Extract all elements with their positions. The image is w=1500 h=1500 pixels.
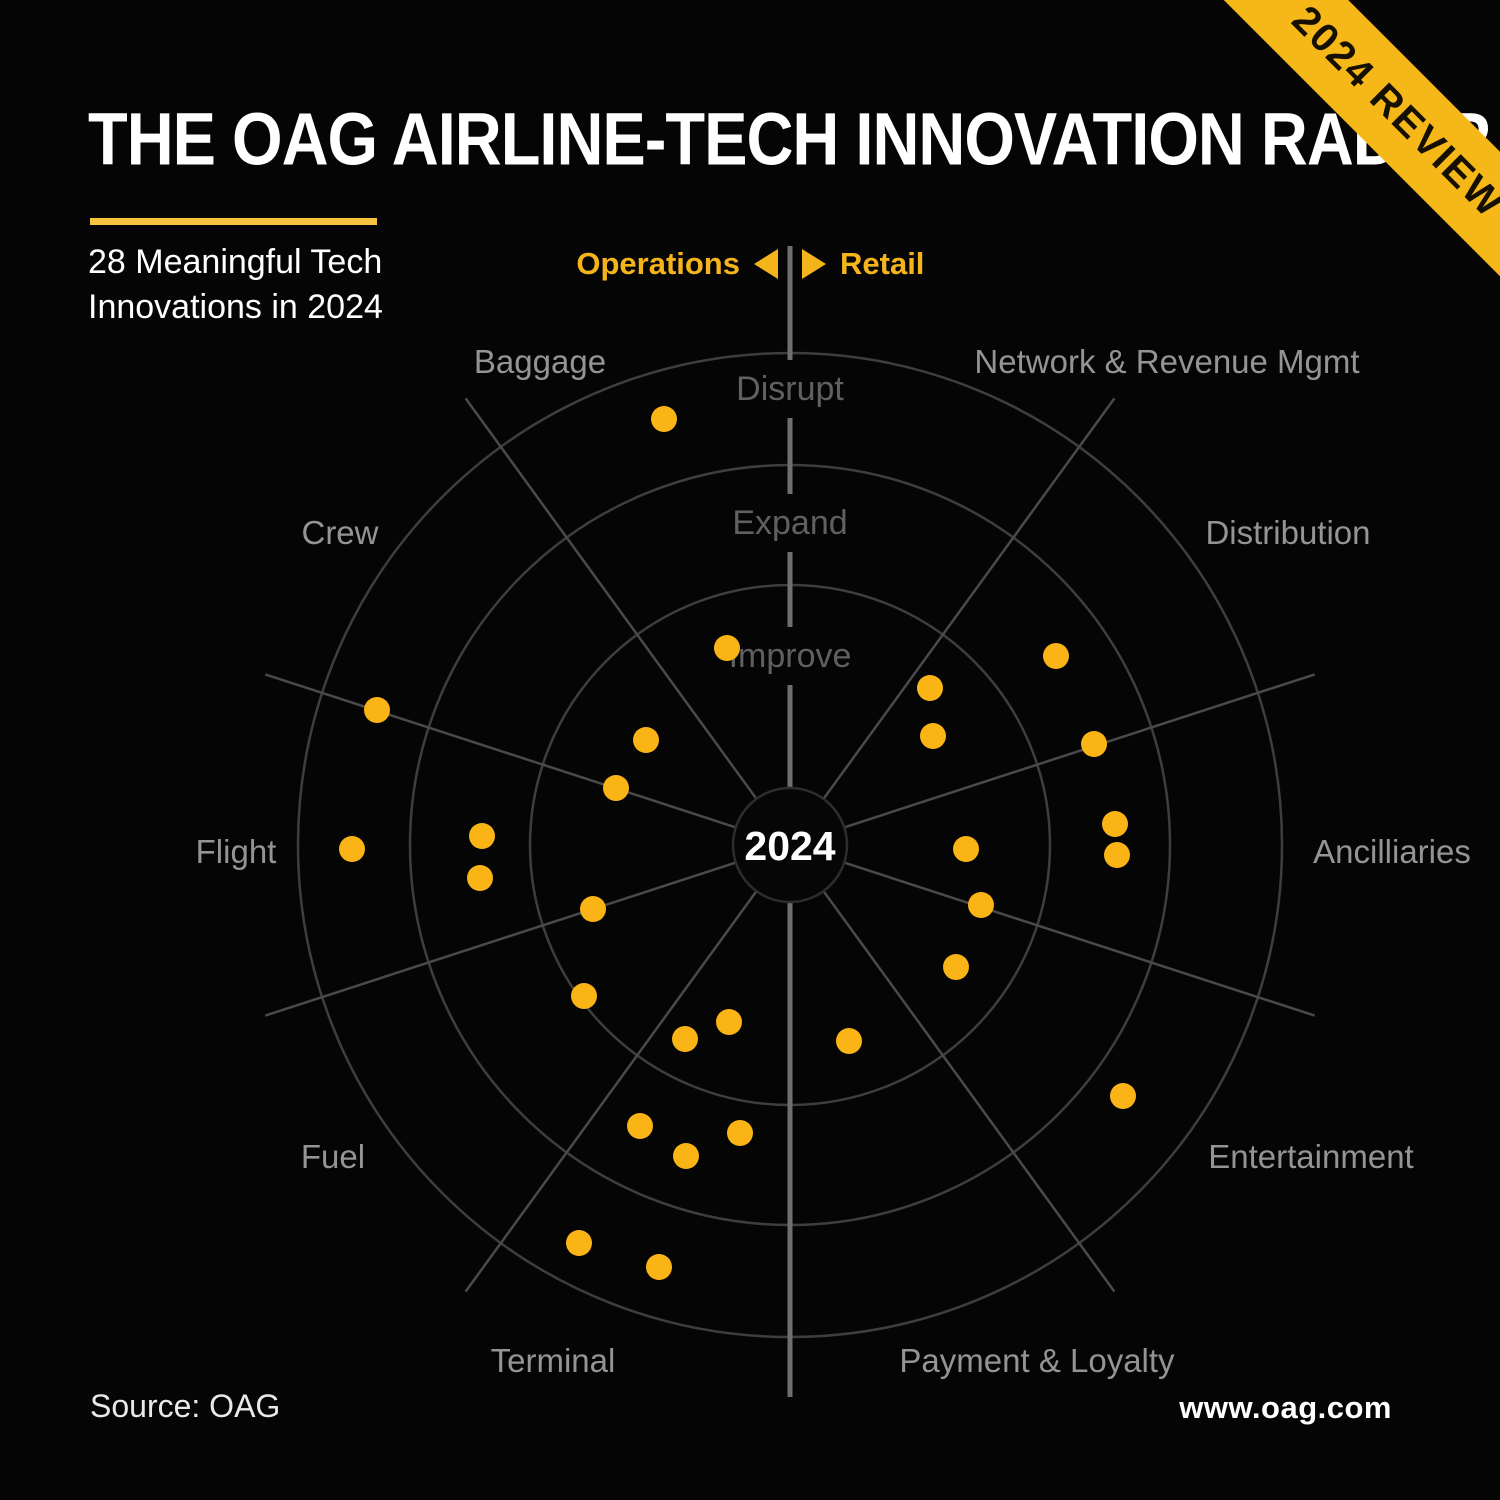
innovation-dot [651, 406, 677, 432]
category-label-terminal: Terminal [491, 1342, 616, 1379]
page-title: THE OAG AIRLINE-TECH INNOVATION RADAR [88, 97, 1492, 181]
ring-labels: Disrupt Expand Improve [729, 370, 852, 675]
category-label-payment-loyalty: Payment & Loyalty [899, 1342, 1175, 1379]
category-label-crew: Crew [301, 514, 378, 551]
innovation-dot [467, 865, 493, 891]
legend-retail-label: Retail [840, 246, 925, 281]
category-label-ancilliaries: Ancilliaries [1313, 833, 1471, 870]
sector-spokes [264, 397, 1316, 1293]
innovation-dot [646, 1254, 672, 1280]
innovation-dot [1110, 1083, 1136, 1109]
page-subtitle: 28 Meaningful Tech Innovations in 2024 [88, 240, 383, 330]
innovation-dot [580, 896, 606, 922]
title-underline [90, 218, 377, 225]
innovation-dot [836, 1028, 862, 1054]
ring-label-improve: Improve [729, 637, 852, 675]
center-circle [731, 786, 849, 904]
innovation-dot [1081, 731, 1107, 757]
innovation-dot [917, 675, 943, 701]
spoke-right-144 [822, 890, 1116, 1293]
innovation-dot [469, 823, 495, 849]
category-labels: Baggage Crew Flight Fuel Terminal Networ… [196, 343, 1471, 1379]
innovation-dot [672, 1026, 698, 1052]
category-label-flight: Flight [196, 833, 277, 870]
innovation-dot [633, 727, 659, 753]
innovation-dot [716, 1009, 742, 1035]
spoke-right-72 [843, 673, 1316, 829]
spoke-left-108 [264, 861, 737, 1017]
innovation-dot [943, 954, 969, 980]
category-label-fuel: Fuel [301, 1138, 365, 1175]
spoke-left-144 [464, 890, 758, 1293]
innovation-dot [339, 836, 365, 862]
innovation-dot [571, 983, 597, 1009]
legend-retail: Retail [802, 246, 1230, 282]
innovation-dot [714, 635, 740, 661]
ring-label-disrupt: Disrupt [736, 370, 844, 408]
arrow-right-icon [802, 249, 826, 279]
innovation-dot [603, 775, 629, 801]
ring-label-expand: Expand [732, 504, 847, 542]
center-year-label: 2024 [744, 823, 835, 869]
innovation-dot [1043, 643, 1069, 669]
innovation-dot [1104, 842, 1130, 868]
innovation-dot [673, 1143, 699, 1169]
spoke-left-36 [464, 397, 758, 800]
innovation-dots-layer [339, 406, 1136, 1280]
category-label-network-revenue-mgmt: Network & Revenue Mgmt [974, 343, 1359, 380]
innovation-dot [566, 1230, 592, 1256]
legend-operations: Operations [350, 246, 778, 282]
spoke-right-36 [822, 397, 1116, 800]
spoke-left-72 [264, 673, 737, 829]
source-credit: Source: OAG [90, 1388, 281, 1424]
innovation-dot [364, 697, 390, 723]
innovation-dot [920, 723, 946, 749]
innovation-dot [968, 892, 994, 918]
spoke-right-108 [843, 861, 1316, 1017]
innovation-dot [1102, 811, 1128, 837]
innovation-dot [727, 1120, 753, 1146]
arrow-left-icon [754, 249, 778, 279]
website-link[interactable]: www.oag.com [1179, 1390, 1392, 1425]
innovation-dot [953, 836, 979, 862]
subtitle-line-1: 28 Meaningful Tech [88, 243, 383, 281]
innovation-dot [627, 1113, 653, 1139]
subtitle-line-2: Innovations in 2024 [88, 287, 383, 326]
category-label-entertainment: Entertainment [1208, 1138, 1413, 1175]
legend-operations-label: Operations [576, 246, 740, 281]
category-label-distribution: Distribution [1205, 514, 1370, 551]
category-label-baggage: Baggage [474, 343, 606, 380]
